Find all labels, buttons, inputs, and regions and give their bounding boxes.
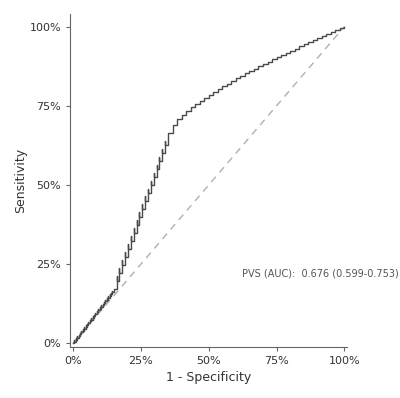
Y-axis label: Sensitivity: Sensitivity [14, 148, 27, 213]
Text: PVS (AUC):  0.676 (0.599-0.753): PVS (AUC): 0.676 (0.599-0.753) [242, 268, 399, 278]
X-axis label: 1 - Specificity: 1 - Specificity [166, 371, 251, 384]
